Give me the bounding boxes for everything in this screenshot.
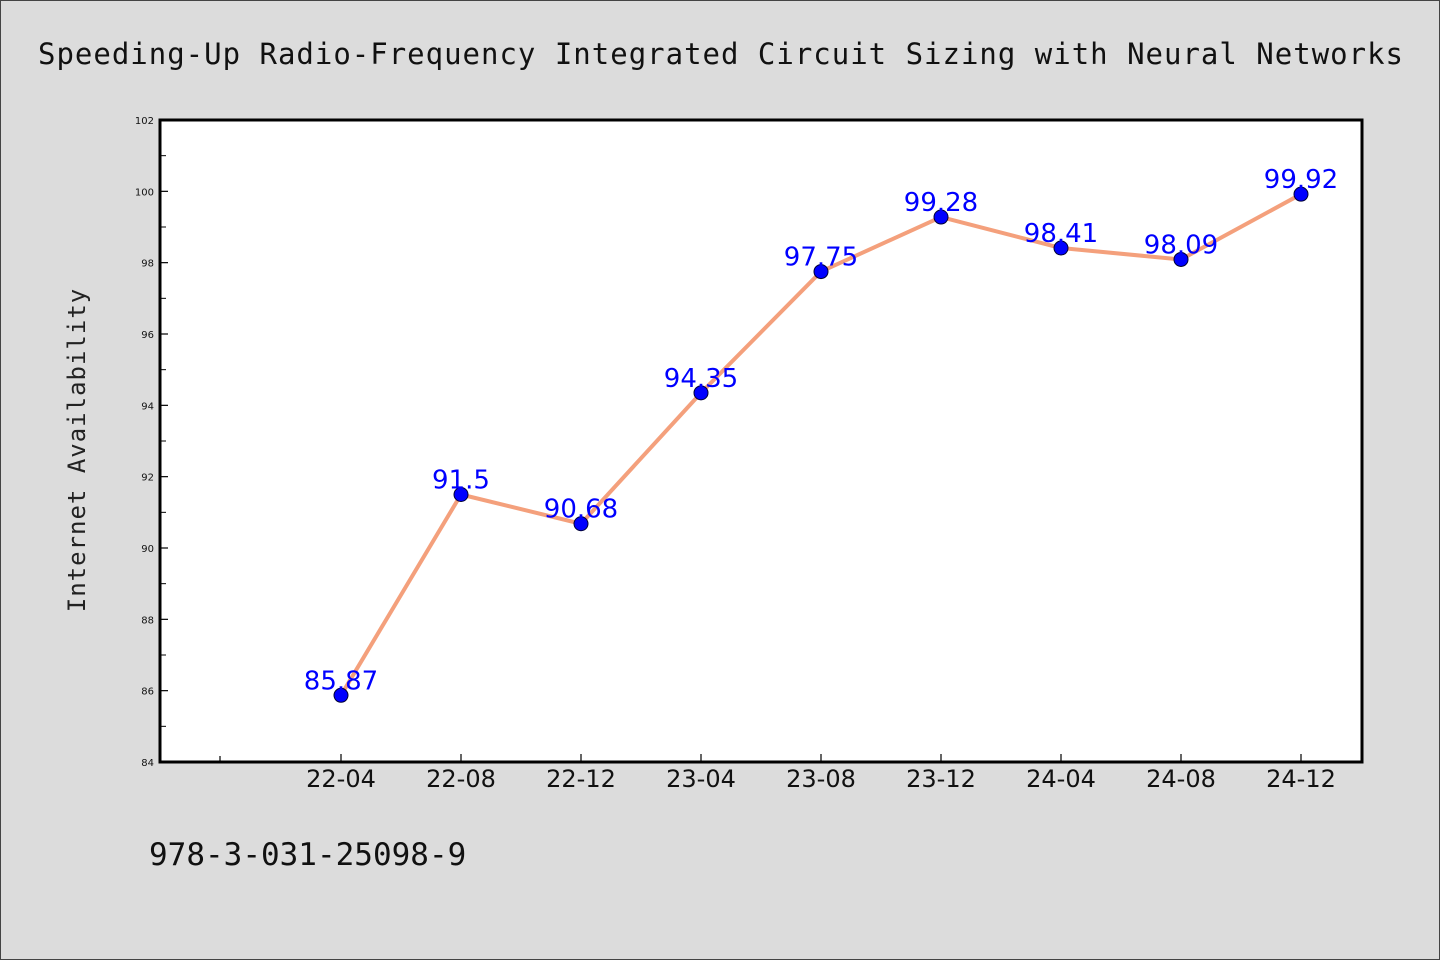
y-tick-label: 86 (141, 687, 154, 698)
y-axis-label: Internet Availability (63, 288, 91, 612)
data-label: 98.41 (1024, 219, 1098, 249)
isbn-text: 978-3-031-25098-9 (149, 837, 466, 873)
x-tick-label: 23-12 (906, 765, 976, 793)
data-point (453, 487, 469, 502)
y-tick-label: 94 (141, 401, 154, 412)
y-tick-label: 102 (135, 116, 154, 127)
y-tick-label: 100 (135, 187, 154, 198)
x-axis: 22-04 22-08 22-12 23-04 23-08 23-12 24-04 24-08… (219, 754, 1336, 793)
data-point (333, 687, 349, 703)
x-tick-label: 22-04 (306, 765, 376, 793)
x-tick-label: 22-08 (426, 765, 496, 793)
y-tick-label: 92 (141, 473, 154, 484)
data-point (1293, 186, 1309, 202)
data-point (1173, 251, 1189, 267)
x-tick-label: 23-04 (666, 765, 736, 793)
data-point (573, 516, 589, 532)
data-label: 90.68 (544, 495, 618, 525)
data-point (693, 385, 709, 401)
data-label: 97.75 (784, 243, 858, 273)
data-label: 99.92 (1264, 165, 1338, 195)
data-label: 94.35 (664, 364, 738, 394)
data-point (1053, 240, 1069, 256)
y-tick-label: 96 (141, 330, 154, 341)
y-tick-label: 90 (141, 544, 154, 555)
x-tick-label: 22-12 (546, 765, 616, 793)
y-tick-label: 84 (141, 758, 154, 769)
data-label: 85.87 (304, 666, 378, 696)
x-tick-label: 24-08 (1146, 765, 1216, 793)
y-tick-label: 98 (141, 259, 154, 270)
y-tick-label: 88 (141, 615, 154, 626)
chart-title: Speeding-Up Radio-Frequency Integrated C… (38, 37, 1404, 71)
data-point (813, 264, 829, 280)
plot-area (158, 118, 1364, 764)
data-label: 99.28 (904, 188, 978, 218)
data-label: 98.09 (1144, 230, 1218, 260)
x-tick-label: 24-04 (1026, 765, 1096, 793)
x-tick-label: 24-12 (1266, 765, 1336, 793)
data-point (933, 209, 949, 225)
y-axis: 84 86 88 90 92 94 96 98 100 102 (135, 116, 168, 769)
series-layer: 85.87 91.5 90.68 94.35 97.75 99.28 98.41 98.09 9… (304, 165, 1338, 703)
data-label: 91.5 (432, 466, 490, 496)
x-tick-label: 23-08 (786, 765, 856, 793)
